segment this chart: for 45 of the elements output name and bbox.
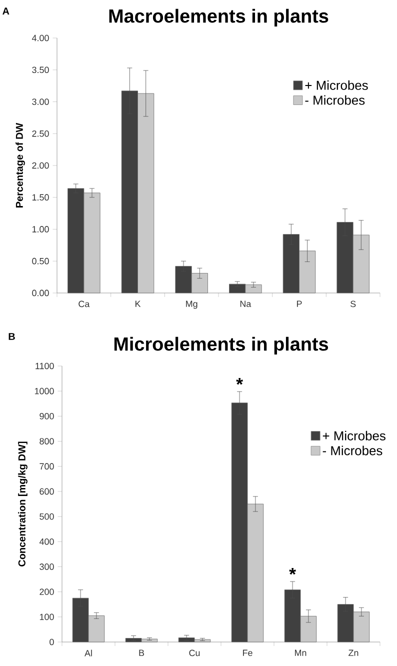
chart-title: Microelements in plants	[114, 336, 328, 354]
text: A	[2, 8, 10, 14]
y-tick-label: 0.50	[32, 258, 49, 264]
y-tick-label: 600	[40, 488, 54, 495]
y-tick-label: 1000	[34, 388, 54, 394]
x-tick-label: Mn	[295, 650, 306, 656]
y-tick-label: 800	[40, 438, 54, 444]
y-tick-label: 300	[40, 564, 54, 570]
y-tick-label: 900	[40, 412, 54, 420]
x-tick-label: B	[139, 650, 144, 656]
legend-label: + Microbes	[305, 80, 368, 90]
y-tick-label: 0	[50, 638, 54, 646]
y-tick-label: 1100	[36, 362, 54, 370]
y-tick-label: 200	[40, 588, 54, 595]
x-tick-label: Na	[240, 300, 252, 308]
chart-title: Macroelements in plants	[109, 8, 328, 26]
x-tick-label: K	[135, 300, 141, 307]
x-tick-label: Cu	[189, 650, 200, 656]
y-tick-label: 2.00	[32, 162, 49, 169]
y-tick-label: 0.00	[32, 290, 49, 296]
x-tick-label: Fe	[243, 650, 252, 656]
y-tick-label: 3.50	[32, 66, 49, 74]
legend-label: - Microbes	[322, 446, 382, 456]
y-tick-label: 700	[40, 463, 54, 470]
y-tick-label: 4.00	[32, 34, 49, 42]
y-axis-title: Percentage of DW	[16, 122, 25, 208]
y-tick-label: 500	[40, 513, 54, 520]
x-tick-label: P	[296, 300, 302, 307]
annotation: *	[236, 378, 244, 385]
legend-label: - Microbes	[305, 95, 365, 105]
legend-label: + Microbes	[322, 430, 386, 440]
y-tick-label: 1.00	[32, 226, 49, 232]
y-tick-label: 400	[39, 538, 54, 545]
x-tick-label: S	[350, 300, 356, 308]
y-tick-label: 1.50	[32, 194, 49, 201]
x-tick-label: Zn	[348, 650, 358, 656]
y-tick-label: 3.00	[32, 98, 49, 105]
y-tick-label: 2.50	[32, 130, 49, 137]
x-tick-label: Mg	[186, 300, 198, 309]
y-tick-label: 100	[40, 614, 54, 620]
y-axis-title: Concentration [mg/kg DW]	[18, 442, 28, 566]
annotation: *	[289, 568, 296, 575]
x-tick-label: Ca	[78, 300, 90, 308]
text: B	[8, 333, 15, 340]
x-tick-label: Al	[84, 650, 92, 656]
